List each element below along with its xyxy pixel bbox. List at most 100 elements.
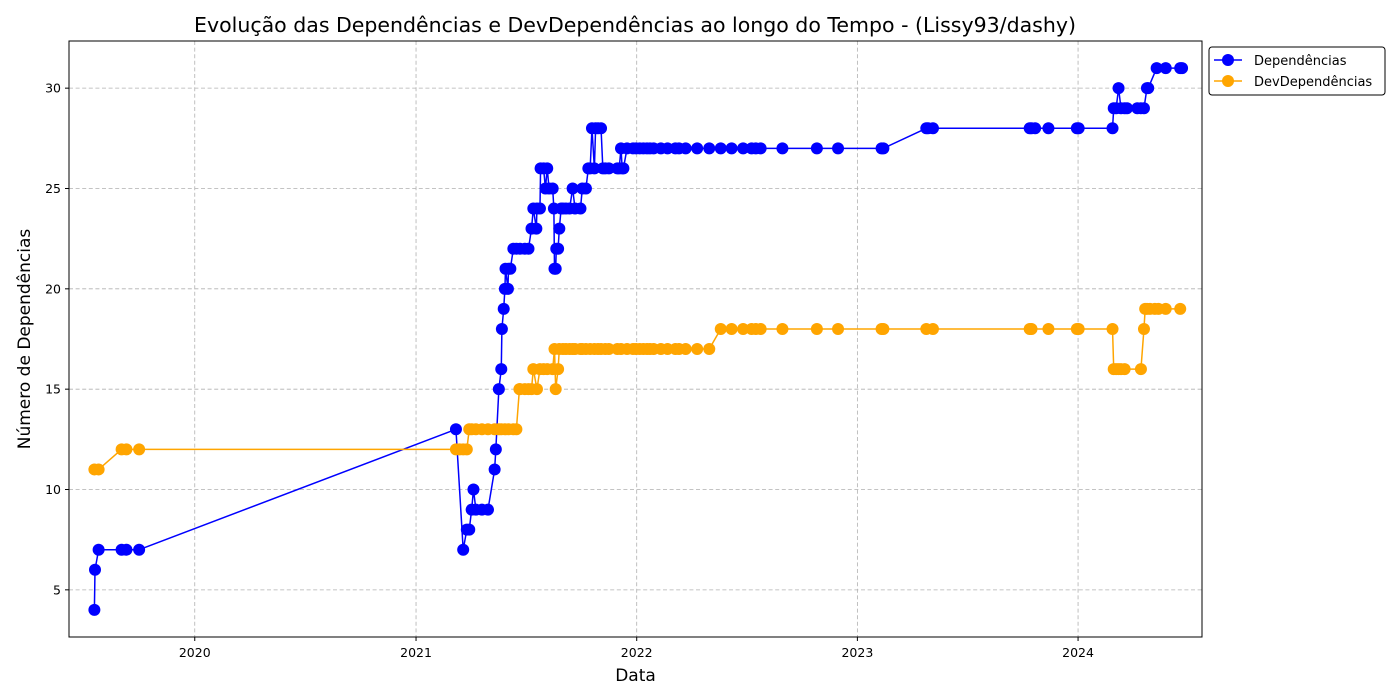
series-layer [88, 62, 1189, 616]
x-tick-label: 2021 [400, 645, 432, 660]
legend: Dependências DevDependências [1208, 46, 1386, 96]
y-tick-label: 10 [45, 482, 61, 497]
data-point [1106, 122, 1119, 135]
data-point [497, 302, 510, 315]
data-point [926, 122, 939, 135]
data-point [737, 142, 750, 155]
data-point [1174, 302, 1187, 315]
data-point [549, 383, 562, 396]
data-point [810, 142, 823, 155]
data-point [460, 443, 473, 456]
data-point [533, 202, 546, 215]
data-point [725, 142, 738, 155]
data-point [1072, 322, 1085, 335]
data-point [449, 423, 462, 436]
data-point [595, 122, 608, 135]
data-point [1042, 122, 1055, 135]
data-point [541, 162, 554, 175]
data-point [553, 222, 566, 235]
data-point [714, 142, 727, 155]
data-point [1159, 62, 1172, 75]
data-point [552, 242, 565, 255]
data-point [133, 543, 146, 556]
data-point [832, 322, 845, 335]
y-tick-label: 20 [45, 281, 61, 296]
grid [69, 41, 1202, 637]
data-point [1118, 363, 1131, 376]
data-point [1134, 363, 1147, 376]
data-point [467, 483, 480, 496]
data-point [877, 142, 890, 155]
data-point [501, 282, 514, 295]
data-point [504, 262, 517, 275]
data-point [88, 603, 101, 616]
chart-title: Evolução das Dependências e DevDependênc… [194, 13, 1076, 37]
data-point [1176, 62, 1189, 75]
data-point [133, 443, 146, 456]
data-point [530, 383, 543, 396]
series-devdependencias [88, 302, 1187, 476]
data-point [1029, 122, 1042, 135]
data-point [530, 222, 543, 235]
data-point [120, 443, 133, 456]
y-tick-label: 30 [45, 81, 61, 96]
data-point [725, 322, 738, 335]
y-tick-label: 5 [53, 582, 61, 597]
x-axis-label: Data [615, 666, 656, 686]
legend-marker-devdependencias [1222, 75, 1234, 87]
data-point [481, 503, 494, 516]
data-point [92, 463, 105, 476]
data-point [754, 142, 767, 155]
data-point [1072, 122, 1085, 135]
legend-item-devdependencias: DevDependências [1214, 75, 1372, 90]
legend-box [1208, 46, 1386, 96]
x-tick-label: 2024 [1062, 645, 1094, 660]
y-tick-label: 25 [45, 181, 61, 196]
data-point [1159, 302, 1172, 315]
data-point [776, 142, 789, 155]
data-point [1121, 102, 1134, 115]
data-point [463, 523, 476, 536]
data-point [1042, 322, 1055, 335]
data-point [1025, 322, 1038, 335]
data-point [754, 322, 767, 335]
data-point [714, 322, 727, 335]
data-point [552, 363, 565, 376]
data-point [703, 142, 716, 155]
plot-frame [68, 40, 1203, 638]
data-point [737, 322, 750, 335]
y-tick-label: 15 [45, 382, 61, 397]
x-tick-label: 2020 [179, 645, 211, 660]
data-point [1137, 322, 1150, 335]
data-point [617, 162, 630, 175]
data-point [574, 202, 587, 215]
data-point [489, 443, 502, 456]
data-point [602, 343, 615, 356]
data-point [510, 423, 523, 436]
data-point [926, 322, 939, 335]
data-point [566, 182, 579, 195]
data-point [832, 142, 845, 155]
data-point [588, 162, 601, 175]
data-point [457, 543, 470, 556]
data-point [1142, 82, 1155, 95]
y-axis-label: Número de Dependências [15, 229, 35, 450]
legend-item-dependencias: Dependências [1214, 54, 1347, 69]
data-point [1112, 82, 1125, 95]
data-point [679, 343, 692, 356]
data-point [89, 563, 101, 576]
data-point [495, 322, 508, 335]
data-point [776, 322, 789, 335]
x-tick-label: 2023 [841, 645, 873, 660]
data-point [522, 242, 535, 255]
x-tick-label: 2022 [621, 645, 653, 660]
data-point [546, 182, 559, 195]
data-point [495, 363, 508, 376]
y-axis-ticks: 5 10 15 20 25 30 [45, 81, 69, 597]
data-point [602, 162, 615, 175]
data-point [1150, 62, 1163, 75]
data-point [691, 343, 704, 356]
data-point [92, 543, 105, 556]
legend-marker-dependencias [1222, 54, 1234, 66]
